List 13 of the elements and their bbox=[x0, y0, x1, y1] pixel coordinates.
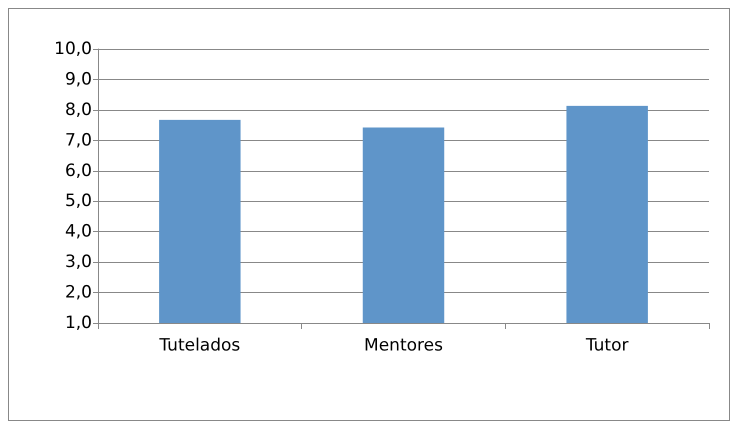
x-tick-label: Tutelados bbox=[158, 336, 240, 356]
y-tick-label: 9,0 bbox=[64, 69, 92, 90]
y-tick-label: 8,0 bbox=[64, 100, 92, 120]
y-tick-label: 6,0 bbox=[64, 160, 92, 181]
y-tick-label: 2,0 bbox=[64, 282, 92, 303]
y-tick-label: 3,0 bbox=[64, 252, 92, 272]
y-tick-label: 10,0 bbox=[54, 39, 92, 59]
y-tick-label: 7,0 bbox=[64, 130, 92, 150]
y-tick-label: 4,0 bbox=[64, 222, 92, 242]
x-tick-label: Mentores bbox=[364, 336, 444, 356]
x-tick-label: Tutor bbox=[584, 336, 628, 356]
y-tick-label: 5,0 bbox=[64, 191, 92, 212]
y-tick-label: 1,0 bbox=[64, 313, 92, 333]
